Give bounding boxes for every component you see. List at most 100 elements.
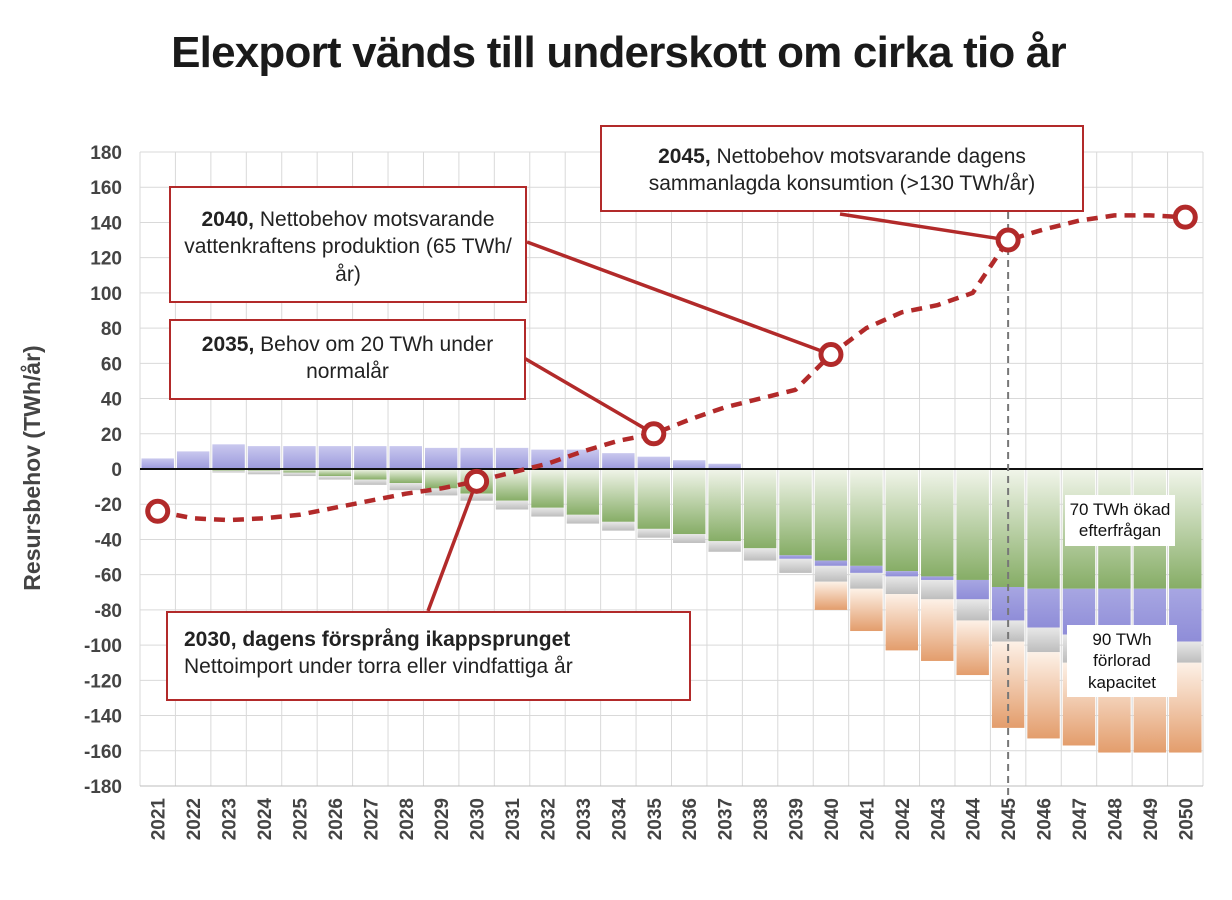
bar-export-surplus — [283, 446, 316, 469]
bar-lost-capacity — [885, 594, 919, 651]
bar-demand-capacity-overlap — [885, 571, 919, 577]
bar-increased-demand — [318, 469, 352, 477]
x-tick-label: 2031 — [503, 798, 524, 841]
bar-lost-capacity — [1027, 652, 1060, 739]
x-tick-label: 2024 — [255, 798, 276, 841]
bar-increased-demand — [389, 469, 422, 484]
y-tick-label: -40 — [95, 530, 122, 551]
bar-export-surplus — [424, 447, 458, 469]
bar-grey-margin — [247, 470, 281, 475]
annotation-2035-year: 2035, — [201, 333, 255, 356]
y-tick-label: 40 — [101, 390, 122, 411]
x-tick-label: 2026 — [326, 798, 347, 840]
bar-increased-demand — [779, 469, 812, 556]
bar-increased-demand — [885, 469, 919, 572]
x-tick-label: 2029 — [432, 798, 453, 840]
bar-demand-capacity-overlap — [814, 560, 848, 566]
y-tick-label: -80 — [95, 601, 122, 622]
leader-line-2040 — [526, 240, 832, 357]
y-tick-label: -60 — [95, 566, 122, 587]
bar-export-surplus — [318, 446, 352, 469]
bar-grey-margin — [814, 565, 848, 582]
marker-2040 — [818, 342, 844, 368]
bar-export-surplus — [247, 446, 281, 469]
label-lost-capacity: 90 TWh förlorad kapacitet — [1067, 625, 1177, 697]
axes: 180 160 140 120 100 80 60 40 20 0 -20 -40 -60 -80 -100… — [84, 143, 1203, 840]
x-tick-label: 2050 — [1176, 798, 1197, 840]
y-tick-label: -180 — [84, 777, 122, 798]
bar-demand-capacity-overlap — [1027, 588, 1060, 628]
bar-increased-demand — [566, 469, 600, 515]
x-tick-label: 2041 — [857, 798, 878, 841]
annotation-2035: 2035, Behov om 20 TWh under normalår — [169, 319, 526, 400]
bar-increased-demand — [921, 469, 954, 577]
bar-export-surplus — [637, 456, 670, 469]
bar-grey-margin — [424, 488, 458, 496]
x-tick-label: 2048 — [1105, 798, 1126, 840]
label-increased-demand: 70 TWh ökad efterfrågan — [1065, 495, 1175, 546]
y-axis-label: Resursbehov (TWh/år) — [19, 345, 45, 590]
bar-increased-demand — [531, 469, 564, 508]
y-tick-label: -120 — [84, 671, 122, 692]
x-tick-label: 2036 — [680, 798, 701, 840]
bar-grey-margin — [708, 541, 741, 552]
x-tick-label: 2022 — [184, 798, 205, 840]
y-tick-label: 160 — [90, 178, 122, 199]
bar-grey-margin — [283, 472, 316, 477]
x-tick-label: 2028 — [397, 798, 418, 840]
x-tick-label: 2047 — [1070, 798, 1091, 840]
bar-grey-margin — [389, 483, 422, 491]
bar-lost-capacity — [814, 581, 848, 610]
bar-grey-margin — [531, 507, 564, 517]
x-tick-label: 2032 — [538, 798, 559, 840]
x-tick-label: 2025 — [290, 798, 311, 841]
lines — [145, 204, 1198, 800]
y-tick-label: 80 — [101, 319, 122, 340]
bar-grey-margin — [779, 558, 812, 573]
bar-grey-margin — [850, 572, 883, 589]
bar-increased-demand — [283, 469, 316, 473]
y-tick-label: 20 — [101, 425, 122, 446]
y-tick-label: -160 — [84, 742, 122, 763]
x-tick-label: 2035 — [645, 798, 666, 841]
bar-increased-demand — [956, 469, 989, 580]
y-tick-label: 60 — [101, 354, 122, 375]
annotation-2035-text: Behov om 20 TWh under normalår — [254, 333, 494, 384]
bar-export-surplus — [602, 453, 635, 469]
bar-demand-capacity-overlap — [850, 565, 883, 573]
x-tick-label: 2033 — [574, 798, 595, 840]
y-tick-label: 0 — [111, 460, 122, 481]
annotation-2040-year: 2040, — [201, 208, 255, 231]
y-tick-label: 100 — [90, 284, 122, 305]
bar-increased-demand — [673, 469, 706, 535]
bar-grey-margin — [991, 620, 1025, 642]
bar-grey-margin — [495, 500, 529, 510]
x-tick-label: 2034 — [609, 798, 630, 841]
annotation-2045-year: 2045, — [658, 145, 711, 168]
annotation-2045-text: Nettobehov motsvarande dagens sammanlagd… — [648, 145, 1036, 196]
bar-grey-margin — [460, 493, 493, 501]
x-tick-label: 2046 — [1035, 798, 1056, 840]
bar-demand-capacity-overlap — [956, 579, 989, 600]
x-tick-label: 2040 — [822, 798, 843, 840]
x-tick-label: 2037 — [716, 798, 737, 840]
bar-demand-capacity-overlap — [921, 576, 954, 580]
bar-export-surplus — [566, 449, 600, 469]
y-tick-label: 120 — [90, 249, 122, 270]
bar-grey-margin — [1027, 627, 1060, 653]
bar-grey-margin — [318, 476, 352, 480]
page-title: Elexport vänds till underskott om cirka … — [171, 28, 1067, 77]
bar-increased-demand — [708, 469, 741, 542]
bar-increased-demand — [814, 469, 848, 561]
y-tick-label: -100 — [84, 636, 122, 657]
bar-grey-margin — [212, 470, 245, 473]
bar-export-surplus — [708, 463, 741, 469]
bar-grey-margin — [956, 599, 989, 621]
x-tick-label: 2039 — [787, 798, 808, 840]
bar-increased-demand — [424, 469, 458, 489]
bar-grey-margin — [921, 579, 954, 600]
marker-2045 — [995, 227, 1021, 253]
bar-export-surplus — [141, 458, 174, 469]
bar-grey-margin — [1169, 641, 1202, 663]
bar-export-surplus — [460, 447, 493, 469]
